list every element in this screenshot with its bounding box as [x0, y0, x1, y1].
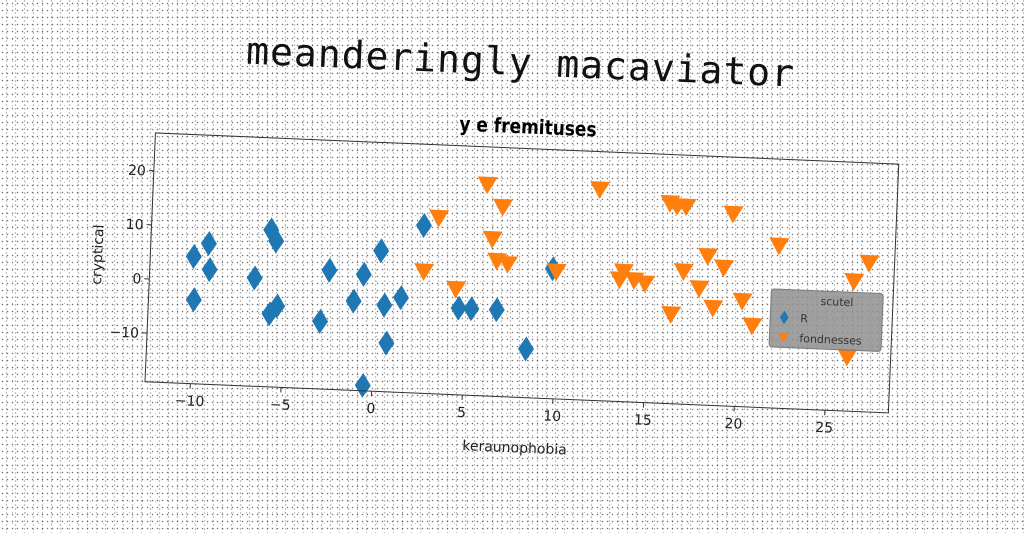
fondnesses-point-22: [713, 259, 734, 277]
r-point-2: [201, 257, 218, 283]
x-tick-label-6: 20: [724, 416, 742, 433]
fondnesses-point-4: [482, 231, 503, 249]
legend-label-0: R: [800, 312, 809, 325]
y-tick-label-0: −10: [109, 324, 139, 341]
fondnesses-point-27: [844, 273, 865, 291]
r-point-0: [185, 244, 202, 270]
fondnesses-point-13: [635, 275, 656, 293]
legend-label-1: fondnesses: [799, 332, 862, 348]
x-axis-label: keraunophobia: [462, 438, 567, 458]
y-tick-label-1: 0: [132, 271, 142, 287]
x-tick-label-1: −5: [270, 397, 291, 414]
r-point-14: [376, 292, 393, 318]
fondnesses-point-1: [413, 263, 434, 281]
fondnesses-point-25: [742, 317, 763, 335]
fondnesses-point-19: [689, 280, 710, 298]
r-point-3: [185, 287, 202, 313]
x-tick-label-7: 25: [815, 420, 833, 437]
y-axis-label: cryptical: [89, 224, 108, 285]
fondnesses-point-29: [837, 349, 858, 367]
legend-title: scutel: [820, 295, 853, 309]
r-point-12: [355, 262, 372, 288]
r-point-16: [415, 213, 432, 239]
fondnesses-point-20: [697, 248, 718, 266]
r-point-11: [345, 288, 362, 314]
r-point-17: [378, 330, 395, 356]
fondnesses-point-3: [477, 176, 498, 194]
r-point-9: [312, 309, 329, 335]
fondnesses-point-18: [673, 263, 694, 281]
x-tick-label-4: 10: [543, 408, 561, 425]
r-point-22: [517, 336, 534, 362]
fondnesses-point-21: [703, 300, 724, 318]
r-point-4: [246, 265, 263, 291]
fondnesses-point-26: [769, 237, 790, 255]
x-tick-label-3: 5: [457, 405, 467, 421]
y-tick-label-3: 20: [128, 163, 146, 180]
fondnesses-point-24: [732, 293, 753, 311]
fondnesses-point-23: [723, 206, 744, 224]
fondnesses-point-2: [445, 281, 466, 299]
x-tick-label-2: 0: [366, 401, 376, 417]
r-point-1: [200, 231, 217, 257]
r-point-15: [392, 285, 409, 311]
r-point-18: [354, 373, 371, 399]
x-axis-ticks: −10 −5 0 5 10 15 20 25: [174, 383, 833, 437]
fondnesses-point-17: [661, 306, 682, 324]
r-point-21: [488, 297, 505, 323]
y-tick-label-2: 10: [125, 217, 143, 234]
r-point-13: [373, 238, 390, 264]
r-point-10: [321, 257, 338, 283]
fondnesses-point-28: [859, 255, 880, 273]
r-point-20: [463, 296, 480, 322]
fondnesses-point-7: [497, 256, 518, 274]
x-tick-label-0: −10: [174, 393, 204, 410]
fondnesses-point-9: [589, 181, 610, 199]
x-tick-label-5: 15: [634, 412, 652, 429]
fondnesses-point-5: [492, 199, 513, 217]
